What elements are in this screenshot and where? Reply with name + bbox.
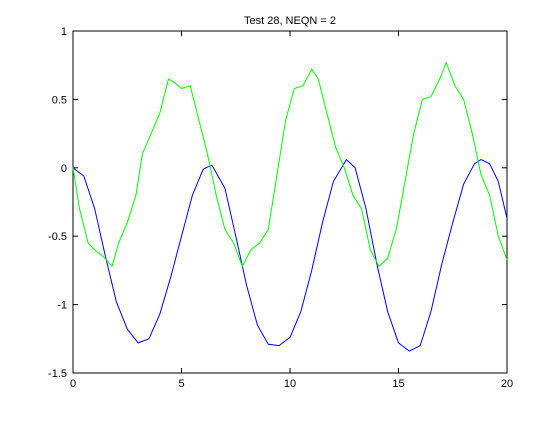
plot-area xyxy=(72,30,508,374)
y-tick-label: -0.5 xyxy=(48,231,67,243)
y-tick-label: 0.5 xyxy=(52,94,67,106)
x-axis: 0 5 10 15 20 xyxy=(70,31,513,390)
y-tick-label: 0 xyxy=(61,163,67,175)
chart-title: Test 28, NEQN = 2 xyxy=(244,15,336,27)
series-line-2 xyxy=(72,62,508,267)
y-tick-label: -1 xyxy=(57,300,67,312)
series-layer xyxy=(72,62,508,352)
y-axis: 1 0.5 0 -0.5 -1 -1.5 xyxy=(48,26,507,380)
x-tick-label: 5 xyxy=(178,378,184,390)
series-line-1 xyxy=(72,159,508,352)
x-tick-label: 20 xyxy=(501,378,513,390)
x-tick-label: 10 xyxy=(284,378,296,390)
x-tick-label: 15 xyxy=(392,378,404,390)
y-tick-label: -1.5 xyxy=(48,368,67,380)
y-tick-label: 1 xyxy=(61,26,67,38)
x-tick-label: 0 xyxy=(70,378,76,390)
